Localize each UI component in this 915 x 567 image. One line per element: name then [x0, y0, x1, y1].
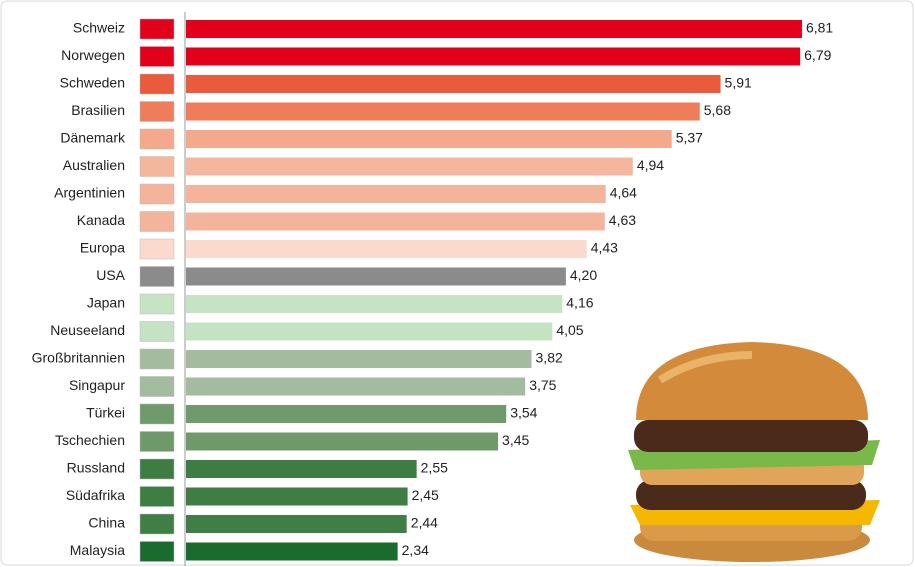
value-label: 4,05 — [556, 322, 583, 338]
category-label: Europa — [80, 240, 125, 256]
bar — [186, 157, 633, 176]
value-label: 5,68 — [704, 102, 731, 118]
flag — [139, 513, 175, 535]
flag — [139, 376, 175, 397]
flags — [139, 18, 175, 562]
category-label: Neuseeland — [50, 322, 125, 338]
flag — [139, 156, 175, 177]
flag — [139, 46, 175, 67]
flag — [139, 73, 175, 95]
bar — [186, 542, 398, 561]
value-label: 2,55 — [421, 460, 448, 476]
category-label: USA — [96, 267, 125, 283]
value-label: 2,45 — [412, 487, 439, 503]
bar — [186, 322, 553, 341]
bar — [186, 20, 802, 38]
flag — [139, 128, 175, 150]
category-label: Malaysia — [70, 542, 125, 558]
category-label: Tschechien — [55, 432, 125, 448]
bar — [186, 377, 526, 396]
value-label: 2,44 — [411, 515, 438, 531]
flag — [139, 348, 175, 370]
category-label: Argentinien — [54, 185, 125, 201]
bar — [186, 432, 499, 451]
flag — [139, 486, 175, 507]
flag — [139, 101, 175, 122]
bar — [186, 212, 605, 231]
bar — [186, 350, 532, 368]
bar — [186, 405, 507, 423]
bar — [186, 295, 563, 313]
category-label: Japan — [87, 295, 125, 311]
flag — [139, 183, 175, 205]
value-label: 4,43 — [591, 240, 618, 256]
category-label: China — [88, 515, 125, 531]
category-label: Norwegen — [61, 47, 125, 63]
value-label: 3,75 — [529, 377, 556, 393]
value-label: 4,20 — [570, 267, 597, 283]
value-label: 6,79 — [804, 47, 831, 63]
flag — [139, 18, 175, 40]
plot: Schweiz 6,81 Norwegen 6,79 Schweden 5,91 Brasi… — [32, 20, 833, 561]
category-label: Schweden — [60, 75, 125, 91]
category-label: Türkei — [86, 405, 125, 421]
flag — [139, 211, 175, 232]
category-label: Südafrika — [66, 487, 125, 503]
flag — [139, 238, 175, 260]
value-label: 4,64 — [610, 185, 637, 201]
category-label: Singapur — [69, 377, 125, 393]
bar — [186, 47, 801, 66]
bar — [186, 185, 606, 203]
category-label: Dänemark — [60, 130, 126, 146]
value-label: 3,45 — [502, 432, 529, 448]
value-label: 4,63 — [609, 212, 636, 228]
flag — [139, 403, 175, 425]
category-label: Großbritannien — [32, 350, 125, 366]
category-label: Schweiz — [73, 20, 125, 36]
value-label: 6,81 — [806, 20, 833, 36]
category-label: Australien — [63, 157, 125, 173]
value-label: 5,37 — [676, 130, 703, 146]
flag — [139, 541, 175, 562]
bar — [186, 240, 587, 258]
value-label: 4,94 — [637, 157, 664, 173]
value-label: 4,16 — [566, 295, 593, 311]
value-label: 3,54 — [510, 405, 537, 421]
bar — [186, 487, 408, 506]
flag — [139, 321, 175, 342]
flag — [139, 458, 175, 480]
category-label: Brasilien — [71, 102, 125, 118]
category-label: Russland — [67, 460, 125, 476]
bar — [186, 102, 700, 121]
bar — [186, 460, 417, 478]
value-label: 5,91 — [725, 75, 752, 91]
value-label: 3,82 — [536, 350, 563, 366]
flag — [139, 293, 175, 315]
value-label: 2,34 — [402, 542, 429, 558]
bar — [186, 130, 672, 148]
bar — [186, 75, 721, 93]
burger — [628, 342, 880, 562]
flag — [139, 431, 175, 452]
category-label: Kanada — [77, 212, 125, 228]
flag — [139, 266, 175, 287]
bar — [186, 267, 566, 286]
bar — [186, 515, 407, 533]
